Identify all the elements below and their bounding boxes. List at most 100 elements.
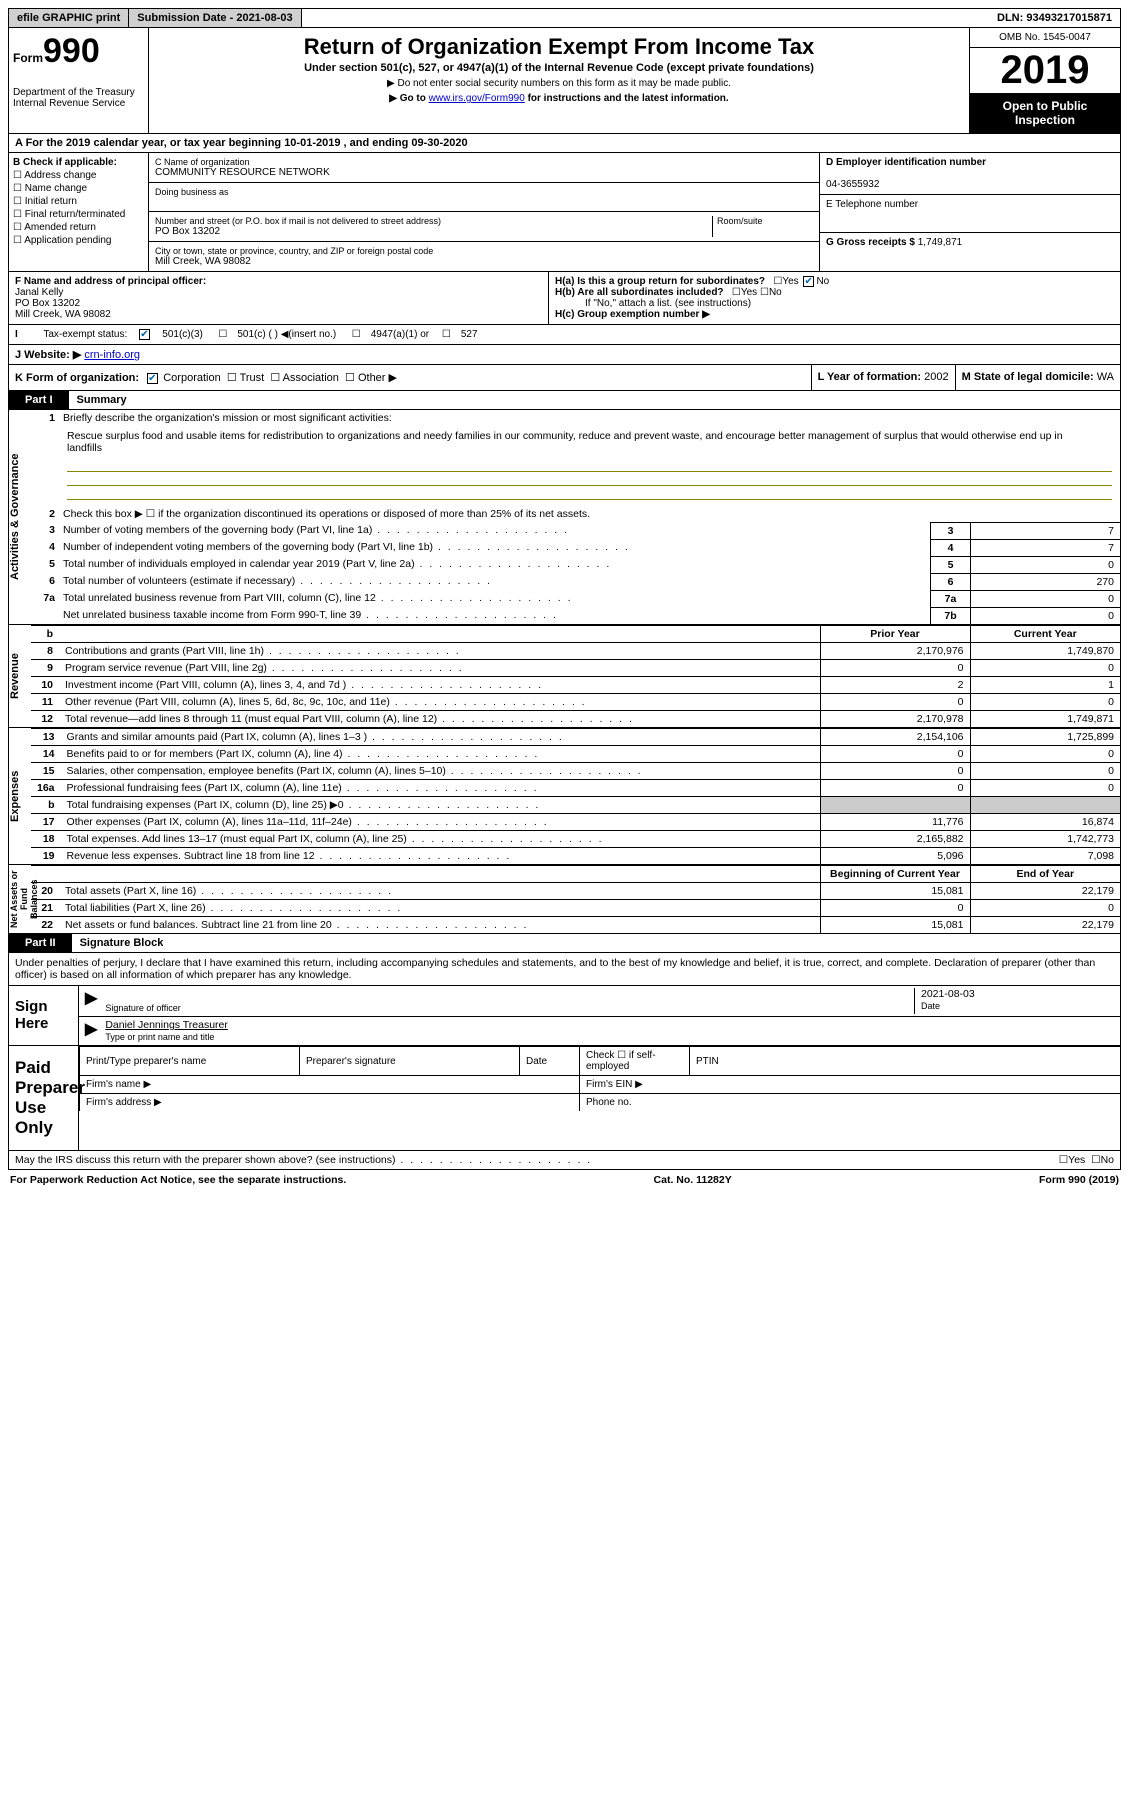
note-ssn: ▶ Do not enter social security numbers o… bbox=[155, 78, 963, 89]
table-row: bTotal fundraising expenses (Part IX, co… bbox=[31, 797, 1120, 814]
form-org-label: K Form of organization: bbox=[15, 372, 139, 384]
header-right: OMB No. 1545-0047 2019 Open to Public In… bbox=[970, 28, 1120, 133]
state-domicile-label: M State of legal domicile: bbox=[962, 371, 1097, 383]
state-domicile-value: WA bbox=[1097, 371, 1114, 383]
summary-line: 7aTotal unrelated business revenue from … bbox=[31, 590, 1120, 607]
website-label: J Website: ▶ bbox=[15, 349, 84, 361]
table-row: 11Other revenue (Part VIII, column (A), … bbox=[31, 694, 1120, 711]
firm-name-label: Firm's name ▶ bbox=[80, 1076, 580, 1094]
officer-name-title: Daniel Jennings Treasurer bbox=[105, 1019, 228, 1031]
summary-line: 6Total number of volunteers (estimate if… bbox=[31, 573, 1120, 590]
efile-print-button[interactable]: efile GRAPHIC print bbox=[9, 9, 129, 27]
chk-name-change[interactable]: ☐ Name change bbox=[13, 183, 144, 194]
submission-label: Submission Date - bbox=[137, 12, 236, 24]
dln: DLN: 93493217015871 bbox=[989, 9, 1120, 27]
chk-corporation[interactable] bbox=[147, 373, 158, 384]
col-h-group: H(a) Is this a group return for subordin… bbox=[549, 272, 1120, 324]
chk-initial-return[interactable]: ☐ Initial return bbox=[13, 196, 144, 207]
part1-activities-governance: Activities & Governance 1Briefly describ… bbox=[8, 410, 1121, 625]
table-row: 22Net assets or fund balances. Subtract … bbox=[31, 917, 1120, 934]
gross-receipts-label: G Gross receipts $ bbox=[826, 237, 918, 248]
summary-line: 5Total number of individuals employed in… bbox=[31, 556, 1120, 573]
col-b-checkboxes: B Check if applicable: ☐ Address change … bbox=[9, 153, 149, 271]
paid-preparer-label: Paid Preparer Use Only bbox=[9, 1046, 79, 1150]
table-row: 12Total revenue—add lines 8 through 11 (… bbox=[31, 711, 1120, 728]
sig-officer-label: Signature of officer bbox=[105, 1003, 180, 1013]
ein-value: 04-3655932 bbox=[826, 179, 879, 190]
col-de: D Employer identification number 04-3655… bbox=[820, 153, 1120, 271]
row-j-website: J Website: ▶ crn-info.org bbox=[8, 345, 1121, 365]
department: Department of the Treasury Internal Reve… bbox=[13, 87, 144, 109]
addr-label: Number and street (or P.O. box if mail i… bbox=[155, 216, 708, 226]
omb-number: OMB No. 1545-0047 bbox=[970, 28, 1120, 48]
line1-label: Briefly describe the organization's miss… bbox=[59, 410, 1120, 426]
preparer-date-label: Date bbox=[520, 1047, 580, 1076]
chk-application-pending[interactable]: ☐ Application pending bbox=[13, 235, 144, 246]
tax-status-label: Tax-exempt status: bbox=[43, 329, 127, 340]
row-k-l-m: K Form of organization: Corporation ☐ Tr… bbox=[8, 365, 1121, 391]
arrow-icon: ▶ bbox=[85, 1019, 97, 1043]
part2-title: Signature Block bbox=[72, 934, 172, 952]
signature-block: Under penalties of perjury, I declare th… bbox=[8, 953, 1121, 1151]
self-employed-check[interactable]: Check ☐ if self-employed bbox=[580, 1047, 690, 1076]
year-formation-label: L Year of formation: bbox=[818, 371, 925, 383]
submission-date-button[interactable]: Submission Date - 2021-08-03 bbox=[129, 9, 301, 27]
ein-label: D Employer identification number bbox=[826, 157, 986, 168]
sig-date-label: Date bbox=[921, 1001, 940, 1011]
preparer-name-label: Print/Type preparer's name bbox=[80, 1047, 300, 1076]
h-a-no-checkbox[interactable] bbox=[803, 276, 814, 287]
dba-label: Doing business as bbox=[155, 187, 813, 197]
end-year-hdr: End of Year bbox=[970, 866, 1120, 883]
vlabel-activities: Activities & Governance bbox=[8, 410, 30, 624]
cat-no: Cat. No. 11282Y bbox=[654, 1174, 732, 1186]
firm-ein-label: Firm's EIN ▶ bbox=[580, 1076, 1121, 1094]
room-suite-label: Room/suite bbox=[713, 216, 813, 237]
begin-year-hdr: Beginning of Current Year bbox=[820, 866, 970, 883]
city-label: City or town, state or province, country… bbox=[155, 246, 813, 256]
discuss-label: May the IRS discuss this return with the… bbox=[15, 1154, 396, 1166]
website-link[interactable]: crn-info.org bbox=[84, 349, 140, 361]
summary-line: 4Number of independent voting members of… bbox=[31, 539, 1120, 556]
form-subtitle: Under section 501(c), 527, or 4947(a)(1)… bbox=[155, 62, 963, 74]
table-row: 8Contributions and grants (Part VIII, li… bbox=[31, 643, 1120, 660]
type-name-label: Type or print name and title bbox=[105, 1032, 214, 1042]
h-a-label: H(a) Is this a group return for subordin… bbox=[555, 276, 765, 287]
discuss-row: May the IRS discuss this return with the… bbox=[8, 1151, 1121, 1170]
header-left: Form990 Department of the Treasury Inter… bbox=[9, 28, 149, 133]
part1-header: Part I Summary bbox=[8, 391, 1121, 410]
perjury-declaration: Under penalties of perjury, I declare th… bbox=[9, 953, 1120, 985]
chk-501c3[interactable] bbox=[139, 329, 150, 340]
table-row: 17Other expenses (Part IX, column (A), l… bbox=[31, 814, 1120, 831]
firm-addr-label: Firm's address ▶ bbox=[80, 1094, 580, 1112]
main-info: B Check if applicable: ☐ Address change … bbox=[8, 153, 1121, 272]
chk-address-change[interactable]: ☐ Address change bbox=[13, 170, 144, 181]
part1-revenue: Revenue bPrior YearCurrent Year 8Contrib… bbox=[8, 625, 1121, 728]
org-name: COMMUNITY RESOURCE NETWORK bbox=[155, 167, 813, 178]
form-footer: Form 990 (2019) bbox=[1039, 1174, 1119, 1186]
table-row: 21Total liabilities (Part X, line 26)00 bbox=[31, 900, 1120, 917]
table-row: 16aProfessional fundraising fees (Part I… bbox=[31, 780, 1120, 797]
part1-title: Summary bbox=[69, 391, 135, 409]
table-row: 15Salaries, other compensation, employee… bbox=[31, 763, 1120, 780]
table-row: 14Benefits paid to or for members (Part … bbox=[31, 746, 1120, 763]
sign-here-label: Sign Here bbox=[9, 986, 79, 1045]
header-center: Return of Organization Exempt From Incom… bbox=[149, 28, 970, 133]
table-row: 13Grants and similar amounts paid (Part … bbox=[31, 729, 1120, 746]
chk-amended-return[interactable]: ☐ Amended return bbox=[13, 222, 144, 233]
h-c-label: H(c) Group exemption number ▶ bbox=[555, 309, 710, 320]
row-i-j: I Tax-exempt status: 501(c)(3) ☐ 501(c) … bbox=[8, 325, 1121, 345]
preparer-sig-label: Preparer's signature bbox=[300, 1047, 520, 1076]
table-row: 18Total expenses. Add lines 13–17 (must … bbox=[31, 831, 1120, 848]
col-b-label: B Check if applicable: bbox=[13, 157, 117, 168]
irs-link[interactable]: www.irs.gov/Form990 bbox=[429, 93, 525, 104]
arrow-icon: ▶ bbox=[85, 988, 97, 1014]
submission-date: 2021-08-03 bbox=[236, 12, 292, 24]
ptin-label: PTIN bbox=[690, 1047, 1121, 1076]
vlabel-expenses: Expenses bbox=[8, 728, 30, 864]
form-number: Form990 bbox=[13, 32, 144, 71]
phone-label: E Telephone number bbox=[826, 199, 1114, 210]
chk-final-return[interactable]: ☐ Final return/terminated bbox=[13, 209, 144, 220]
form-title: Return of Organization Exempt From Incom… bbox=[155, 34, 963, 60]
mission-text: Rescue surplus food and usable items for… bbox=[31, 426, 1120, 458]
prior-year-hdr: Prior Year bbox=[820, 626, 970, 643]
